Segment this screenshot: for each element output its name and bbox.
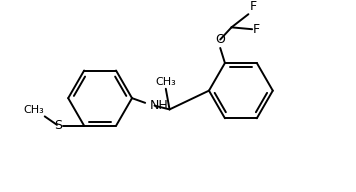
Text: CH₃: CH₃ [23, 104, 44, 114]
Text: F: F [249, 0, 256, 13]
Text: CH₃: CH₃ [156, 77, 176, 87]
Text: F: F [253, 23, 260, 36]
Text: NH: NH [150, 99, 169, 112]
Text: O: O [215, 33, 225, 46]
Text: S: S [54, 119, 63, 132]
